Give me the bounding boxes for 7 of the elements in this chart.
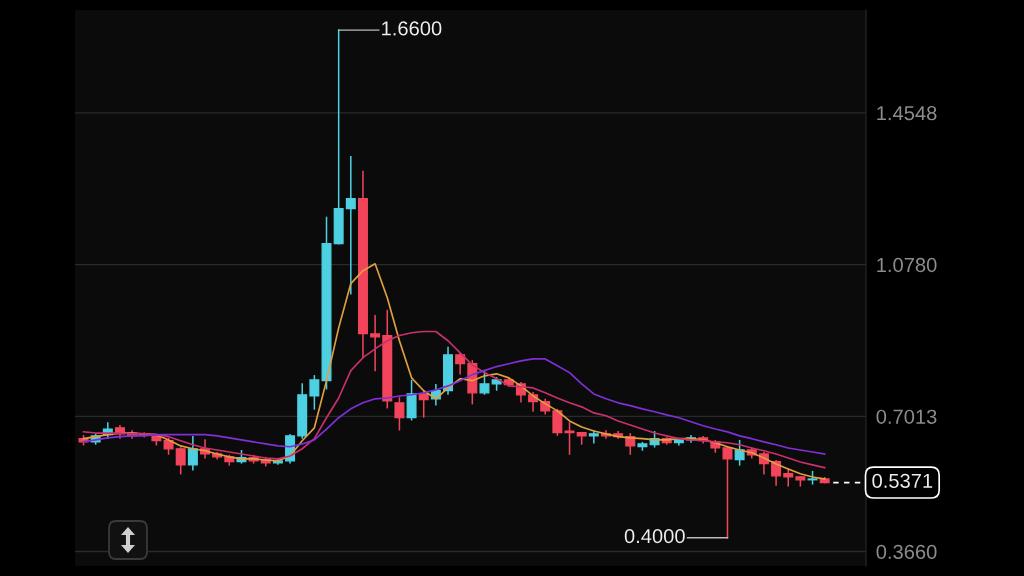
ref-line-label: 0.5371	[872, 473, 933, 488]
y-tick-label: 0.3660	[876, 544, 937, 559]
y-tick-label: 1.0780	[877, 257, 937, 273]
y-tick-label: 1.4548	[877, 106, 937, 121]
annotation: 0.4000	[624, 528, 685, 544]
y-tick-label: 0.7013	[876, 409, 937, 424]
annotation: 1.6600	[382, 21, 442, 36]
